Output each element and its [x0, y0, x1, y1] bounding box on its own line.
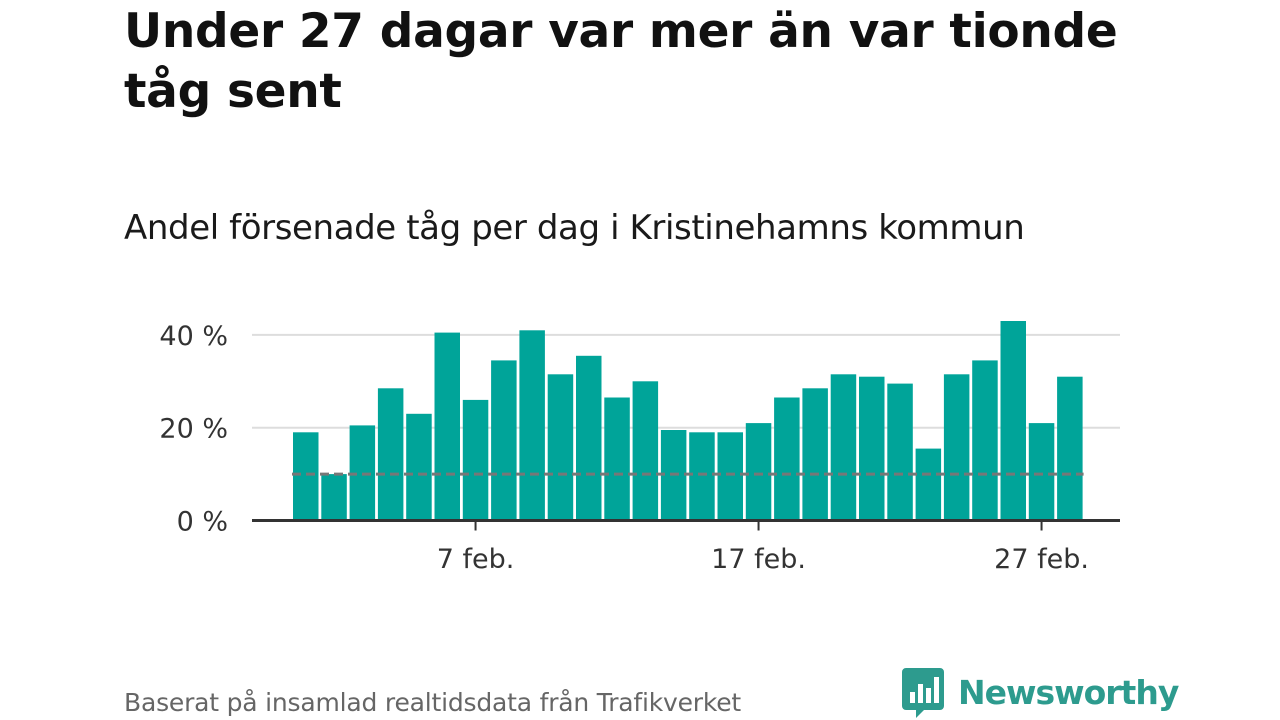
- bar: [547, 374, 574, 521]
- bar: [462, 399, 489, 521]
- bar: [717, 432, 743, 521]
- bar: [972, 360, 998, 521]
- bar: [406, 413, 432, 521]
- bar: [859, 376, 885, 521]
- brand-name: Newsworthy: [958, 673, 1179, 712]
- bar: [377, 388, 404, 521]
- bars: [293, 321, 1083, 521]
- newsworthy-logo-icon: [902, 668, 944, 718]
- bar: [434, 332, 460, 521]
- y-tick-label: 40 %: [159, 321, 228, 352]
- bar: [830, 374, 857, 521]
- x-tick-label: 17 feb.: [711, 544, 806, 575]
- bar: [1057, 376, 1083, 521]
- bar: [519, 330, 545, 521]
- bar: [943, 374, 970, 521]
- source-note: Baserat på insamlad realtidsdata från Tr…: [124, 688, 742, 717]
- bar: [491, 360, 517, 521]
- bar: [604, 397, 630, 521]
- bar: [321, 474, 347, 521]
- bar: [887, 383, 913, 521]
- bar: [774, 397, 800, 521]
- bar: [802, 388, 828, 521]
- bar: [745, 423, 772, 521]
- bar: [1028, 423, 1055, 521]
- bar: [915, 448, 942, 521]
- bar: [293, 432, 319, 521]
- y-tick-label: 0 %: [177, 507, 228, 538]
- brand[interactable]: Newsworthy: [902, 668, 1179, 718]
- chart-subtitle: Andel försenade tåg per dag i Kristineha…: [124, 208, 1025, 248]
- bar: [1000, 321, 1026, 521]
- x-tick-label: 27 feb.: [994, 544, 1089, 575]
- bar: [576, 355, 602, 521]
- bar: [689, 432, 715, 521]
- bar-chart: 0 % 20 % 40 % 7 feb. 17 feb. 27 feb.: [159, 321, 1120, 575]
- chart-title: Under 27 dagar var mer än var tionde tåg…: [124, 4, 1118, 119]
- y-tick-label: 20 %: [159, 414, 228, 445]
- axes: 0 % 20 % 40 % 7 feb. 17 feb. 27 feb.: [159, 321, 1120, 575]
- bar: [632, 381, 659, 521]
- x-tick-label: 7 feb.: [437, 544, 515, 575]
